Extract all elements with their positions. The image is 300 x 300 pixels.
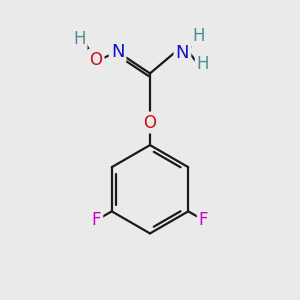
Text: O: O [89,51,103,69]
Text: H: H [73,30,86,48]
Text: F: F [92,211,101,229]
Text: N: N [176,44,189,62]
Text: F: F [199,211,208,229]
Text: O: O [143,113,157,131]
Text: H: H [193,27,205,45]
Text: H: H [197,55,209,73]
Text: N: N [111,43,124,61]
